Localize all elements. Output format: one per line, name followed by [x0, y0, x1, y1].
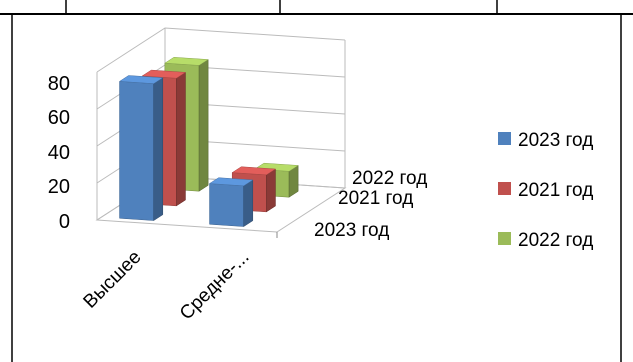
legend-label: 2023 год	[518, 130, 593, 151]
bar-top-face	[231, 166, 277, 176]
bar-top-face	[208, 177, 254, 187]
depth-axis: 2023 год 2021 год 2022 год	[314, 168, 427, 241]
chart-bars	[118, 57, 299, 228]
legend-label: 2021 год	[518, 180, 593, 201]
bar-front-face	[119, 81, 154, 221]
bar-2023-год-1	[208, 177, 254, 228]
bar-top-face	[118, 75, 164, 84]
bar-side-face	[243, 179, 254, 228]
bar-side-face	[266, 168, 276, 213]
x-category-label: Высшее	[80, 247, 146, 313]
bar-side-face	[153, 77, 164, 222]
depth-label: 2022 год	[352, 168, 427, 189]
bar-side-face	[176, 71, 186, 207]
legend-swatch	[498, 232, 511, 245]
bar-side-face	[198, 59, 209, 192]
depth-label: 2023 год	[314, 220, 389, 241]
bar-top-face	[164, 57, 209, 66]
y-tick-label: 0	[59, 211, 70, 233]
bar-front-face	[209, 183, 244, 227]
depth-label: 2021 год	[338, 188, 413, 209]
y-axis: 80 60 40 20 0	[48, 73, 70, 233]
bar-top-face	[141, 69, 187, 79]
y-tick-label: 40	[48, 142, 70, 164]
gridline	[96, 27, 346, 73]
y-tick-label: 80	[48, 73, 70, 95]
y-tick-label: 20	[48, 176, 70, 198]
y-tick-label: 60	[48, 107, 70, 129]
legend-swatch	[498, 182, 511, 195]
bar-2023-год-0	[118, 75, 164, 222]
legend: 2023 год 2021 год 2022 год	[498, 130, 593, 251]
legend-swatch	[498, 132, 511, 145]
legend-label: 2022 год	[518, 230, 593, 251]
x-axis: Высшее Средне-...	[80, 247, 254, 325]
x-category-label: Средне-...	[176, 247, 254, 325]
